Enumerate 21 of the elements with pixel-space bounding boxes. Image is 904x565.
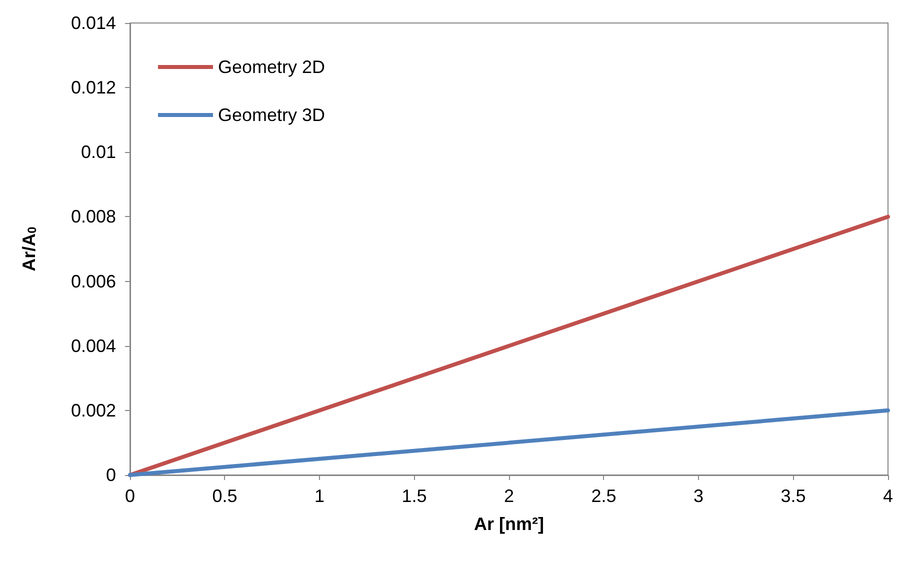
- y-axis-title: Ar/A0: [19, 226, 39, 272]
- x-tick-label: 2: [504, 486, 514, 506]
- x-tick-label: 0: [124, 486, 136, 506]
- x-tick-label: 1: [314, 486, 325, 506]
- y-tick-label: 0.01: [80, 142, 116, 162]
- x-tick-label: 3.5: [780, 486, 806, 506]
- x-tick-label: 0.5: [212, 486, 238, 506]
- x-tick-label: 2.5: [591, 486, 616, 506]
- y-tick-label: 0.012: [70, 78, 116, 98]
- legend-label: Geometry 2D: [218, 57, 326, 77]
- y-tick-label: 0.002: [70, 400, 116, 420]
- x-axis-title: Ar [nm²]: [474, 514, 544, 534]
- y-tick-label: 0: [106, 465, 116, 485]
- legend-label: Geometry 3D: [218, 105, 326, 125]
- y-tick-label: 0.006: [70, 271, 116, 292]
- y-tick-label: 0.004: [70, 336, 116, 356]
- x-tick-label: 4: [882, 486, 893, 506]
- x-tick-label: 1.5: [402, 486, 427, 506]
- x-tick-label: 3: [693, 486, 704, 506]
- y-tick-label: 0.014: [70, 13, 116, 33]
- y-tick-label: 0.008: [70, 206, 116, 227]
